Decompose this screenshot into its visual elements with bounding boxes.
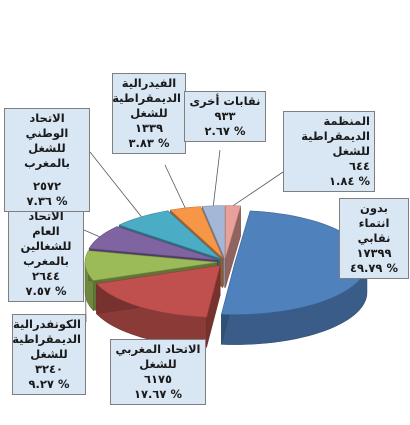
leader-line-5 [83,229,100,238]
slice-value-6: ٢٥٧٢ [32,179,62,193]
slice-value-8: ٩٣٣ [214,109,236,123]
slice-value-7: ١٣٣٩ [134,121,164,135]
pie-slice-2 [221,210,368,345]
slice-value-5: ٢٦٤٤ [31,269,61,283]
leader-line-6 [89,151,142,217]
slice-name-1: المنظمة الديمقراطية للشغل [301,114,370,158]
label-slice-3: الاتحاد المغربي للشغل ٦١٧٥ % ١٧.٦٧ [110,339,206,405]
slice-name-2: بدون انتماء نقابي [357,201,391,245]
slice-name-5: الاتحاد العام للشغالين بالمغرب [20,209,72,268]
slice-percent-4: % ٩.٢٧ [28,377,70,391]
slice-percent-8: % ٢.٦٧ [204,124,246,138]
label-slice-4: الكونفدرالية الديمقراطية للشغل ٣٢٤٠ % ٩.… [12,314,86,395]
slice-percent-3: % ١٧.٦٧ [134,387,182,401]
slice-value-4: ٣٢٤٠ [34,362,64,376]
pie-slice-3 [95,265,221,348]
pie-slices [84,205,368,348]
leader-line-7 [164,164,186,209]
leader-line-1 [232,171,284,207]
label-slice-6: الاتحاد الوطني للشغل بالمغرب ٢٥٧٢ % ٧.٣٦ [4,108,90,212]
slice-percent-1: % ١.٨٤ [329,174,370,188]
slice-value-1: ٦٤٤ [348,159,370,173]
label-slice-2: بدون انتماء نقابي ١٧٣٩٩ % ٤٩.٧٩ [339,198,409,279]
slice-name-3: الاتحاد المغربي للشغل [115,342,201,371]
label-slice-7: الفيدرالية الديمقراطية للشغل ١٣٣٩ % ٣.٨٣ [112,73,186,154]
slice-percent-2: % ٤٩.٧٩ [350,261,398,275]
slice-name-8: نقابات أخرى [189,94,261,108]
slice-value-3: ٦١٧٥ [143,372,173,386]
slice-name-7: الفيدرالية الديمقراطية للشغل [112,76,181,120]
slice-percent-7: % ٣.٨٣ [128,136,170,150]
slice-percent-6: % ٧.٣٦ [26,194,68,208]
leader-line-8 [212,149,221,206]
slice-name-6: الاتحاد الوطني للشغل بالمغرب [24,111,70,170]
slice-name-4: الكونفدرالية الديمقراطية للشغل [12,317,81,361]
label-slice-1: المنظمة الديمقراطية للشغل ٦٤٤ % ١.٨٤ [283,111,375,192]
slice-value-2: ١٧٣٩٩ [356,246,392,260]
pie-slice-1 [225,205,242,288]
label-slice-5: الاتحاد العام للشغالين بالمغرب ٢٦٤٤ % ٧.… [8,206,84,302]
slice-percent-5: % ٧.٥٧ [25,284,67,298]
label-slice-8: نقابات أخرى ٩٣٣ % ٢.٦٧ [184,91,266,142]
